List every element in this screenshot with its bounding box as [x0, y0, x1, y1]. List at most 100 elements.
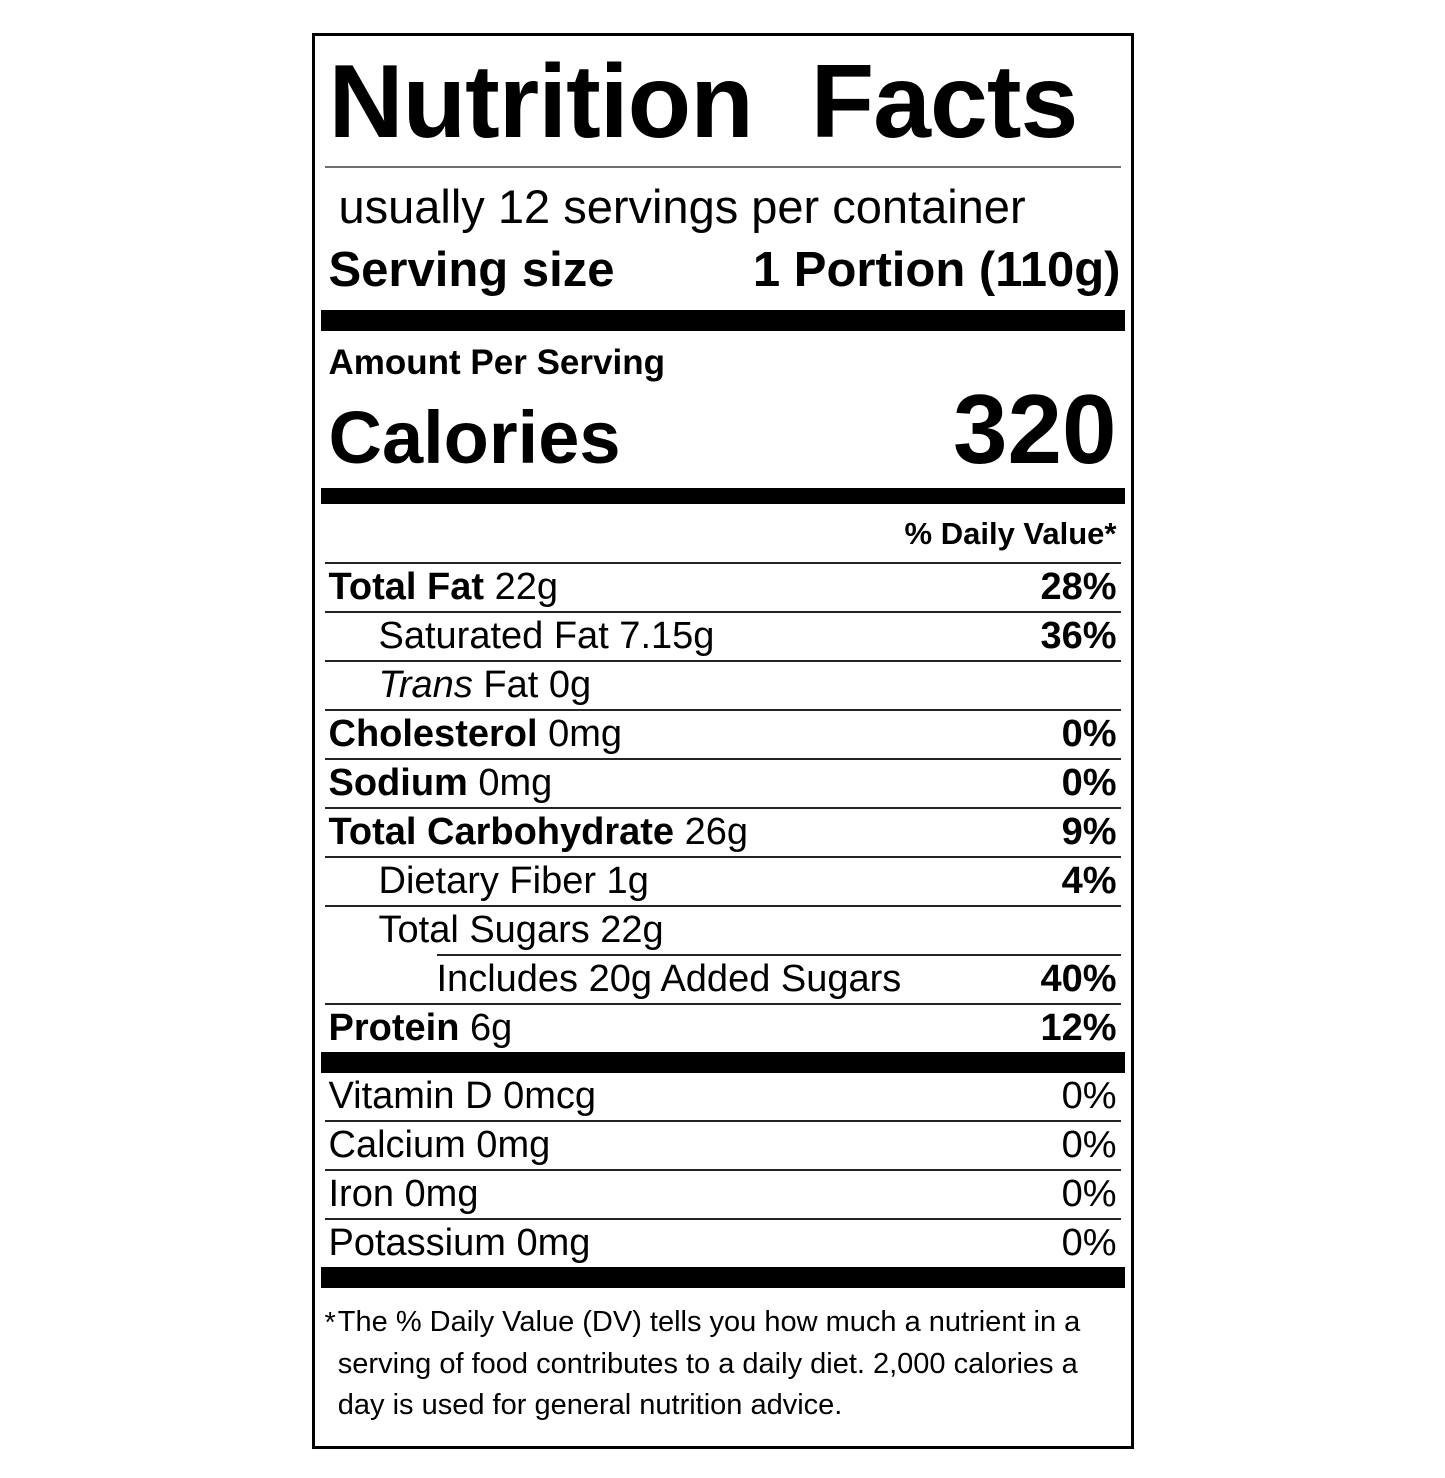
daily-value-percent: 0%: [1061, 1222, 1117, 1265]
row-divider: [436, 954, 1121, 957]
nutrient-amount: 7.15g: [608, 615, 715, 658]
row-divider: [324, 660, 1121, 663]
daily-value-percent: 0%: [1061, 762, 1117, 805]
nutrient-row: Saturated Fat 7.15g 36%: [315, 613, 1131, 660]
bar-after-calories: [320, 488, 1125, 505]
serving-size-value: 1 Portion (110g): [752, 243, 1121, 298]
nutrient-amount: 26g: [674, 811, 749, 854]
nutrient-text: Total Carbohydrate 26g: [329, 811, 749, 854]
nutrient-name: Potassium: [328, 1222, 506, 1265]
nutrient-row: Protein 6g 12%: [315, 1005, 1131, 1052]
nutrient-amount: 6g: [459, 1007, 513, 1050]
calories-value: 320: [952, 374, 1117, 485]
nutrient-text: Calcium 0mg: [329, 1124, 551, 1167]
nutrient-amount: 0mcg: [492, 1075, 597, 1118]
nutrient-amount: 0mg: [465, 1124, 551, 1167]
nutrient-amount: 1g: [596, 860, 649, 903]
row-divider: [324, 709, 1121, 712]
nutrient-text: Dietary Fiber 1g: [379, 860, 649, 903]
nutrient-name: Iron: [328, 1173, 394, 1216]
nutrient-text: Potassium 0mg: [329, 1222, 591, 1265]
footnote-asterisk: *: [324, 1307, 336, 1340]
nutrient-amount: 22g: [589, 909, 664, 952]
daily-value-percent: 4%: [1061, 860, 1117, 903]
row-divider: [324, 856, 1121, 859]
nutrient-row: Total Fat 22g 28%: [315, 564, 1131, 611]
daily-value-percent: 0%: [1061, 1124, 1117, 1167]
nutrient-text: Vitamin D 0mcg: [329, 1075, 597, 1118]
nutrient-row: Total Sugars 22g: [315, 907, 1131, 954]
nutrient-name: Saturated Fat: [378, 615, 609, 658]
daily-value-percent: 40%: [1040, 958, 1117, 1001]
bar-before-footnote: [320, 1267, 1125, 1289]
bar-after-protein: [320, 1052, 1125, 1074]
nutrient-name: Trans: [378, 664, 473, 707]
nutrient-name: Includes 20g Added Sugars: [436, 958, 902, 1001]
nutrient-text: Includes 20g Added Sugars: [437, 958, 902, 1001]
nutrient-amount: Fat 0g: [472, 664, 592, 707]
amount-per-serving-label: Amount Per Serving: [328, 343, 665, 383]
nutrient-name: Total Fat: [328, 566, 485, 609]
daily-value-percent: 12%: [1040, 1007, 1117, 1050]
nutrient-row: Potassium 0mg 0%: [315, 1220, 1131, 1267]
servings-per-container: usually 12 servings per container: [338, 180, 1026, 233]
nutrient-amount: 0mg: [393, 1173, 479, 1216]
nutrient-name: Protein: [328, 1007, 460, 1050]
daily-value-header: % Daily Value*: [904, 516, 1117, 552]
nutrient-row: Calcium 0mg 0%: [315, 1122, 1131, 1169]
nutrient-name: Total Sugars: [378, 909, 590, 952]
title-divider: [324, 166, 1121, 168]
serving-size-row: Serving size 1 Portion (110g): [315, 234, 1131, 310]
nutrient-rows: Total Fat 22g 28% Saturated Fat 7.15g 36% Tr…: [315, 564, 1131, 1052]
nutrition-facts-label: Nutrition Facts usually 12 servings per …: [311, 33, 1134, 1449]
nutrient-text: Sodium 0mg: [329, 762, 553, 805]
nutrient-name: Calcium: [328, 1124, 466, 1167]
nutrient-name: Cholesterol: [328, 713, 538, 756]
nutrient-amount: 0mg: [537, 713, 623, 756]
row-divider: [324, 1003, 1121, 1006]
row-divider: [324, 1169, 1121, 1172]
nutrient-row: Dietary Fiber 1g 4%: [315, 858, 1131, 905]
nutrient-row: Iron 0mg 0%: [315, 1171, 1131, 1218]
nutrient-text: Iron 0mg: [329, 1173, 479, 1216]
row-divider: [324, 611, 1121, 614]
row-divider: [324, 1218, 1121, 1221]
nutrient-amount: 0mg: [505, 1222, 591, 1265]
row-divider: [324, 1120, 1121, 1123]
nutrient-text: Total Sugars 22g: [379, 909, 664, 952]
daily-value-percent: 0%: [1061, 1173, 1117, 1216]
row-divider: [324, 905, 1121, 908]
nutrient-text: Protein 6g: [329, 1007, 513, 1050]
vitamin-rows: Vitamin D 0mcg 0% Calcium 0mg 0% Iron 0mg 0% P…: [315, 1073, 1131, 1267]
daily-value-percent: 0%: [1061, 713, 1117, 756]
daily-value-percent: 28%: [1040, 566, 1117, 609]
row-divider: [324, 758, 1121, 761]
daily-value-percent: 9%: [1061, 811, 1117, 854]
nutrient-row: Sodium 0mg 0%: [315, 760, 1131, 807]
nutrient-row: Trans Fat 0g: [315, 662, 1131, 709]
footnote: * The % Daily Value (DV) tells you how m…: [315, 1288, 1131, 1446]
calories-label: Calories: [328, 396, 621, 480]
nutrient-name: Dietary Fiber: [378, 860, 597, 903]
nutrient-text: Trans Fat 0g: [379, 664, 592, 707]
footnote-text: The % Daily Value (DV) tells you how muc…: [337, 1306, 1081, 1421]
nutrient-text: Cholesterol 0mg: [329, 713, 623, 756]
serving-size-label: Serving size: [328, 243, 615, 298]
label-title: Nutrition Facts: [328, 44, 1079, 160]
nutrient-amount: 0mg: [467, 762, 553, 805]
nutrient-name: Sodium: [328, 762, 468, 805]
nutrient-row: Includes 20g Added Sugars 40%: [315, 956, 1131, 1003]
daily-value-percent: 36%: [1040, 615, 1117, 658]
calories-row: Calories 320: [315, 374, 1131, 488]
nutrient-row: Cholesterol 0mg 0%: [315, 711, 1131, 758]
nutrient-row: Total Carbohydrate 26g 9%: [315, 809, 1131, 856]
nutrient-amount: 22g: [484, 566, 558, 609]
thick-bar-top: [320, 310, 1125, 332]
row-divider: [324, 807, 1121, 810]
nutrient-text: Saturated Fat 7.15g: [379, 615, 715, 658]
nutrient-row: Vitamin D 0mcg 0%: [315, 1073, 1131, 1120]
nutrient-name: Total Carbohydrate: [328, 811, 675, 854]
header-divider: [324, 562, 1121, 565]
nutrient-text: Total Fat 22g: [329, 566, 558, 609]
nutrient-name: Vitamin D: [328, 1075, 493, 1118]
